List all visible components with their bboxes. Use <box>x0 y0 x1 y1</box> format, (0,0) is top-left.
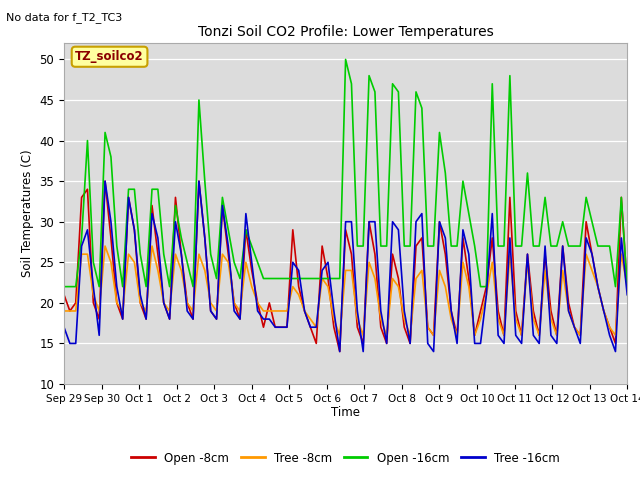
X-axis label: Time: Time <box>331 407 360 420</box>
Legend: Open -8cm, Tree -8cm, Open -16cm, Tree -16cm: Open -8cm, Tree -8cm, Open -16cm, Tree -… <box>127 447 564 469</box>
Text: No data for f_T2_TC3: No data for f_T2_TC3 <box>6 12 123 23</box>
Text: TZ_soilco2: TZ_soilco2 <box>76 50 144 63</box>
Title: Tonzi Soil CO2 Profile: Lower Temperatures: Tonzi Soil CO2 Profile: Lower Temperatur… <box>198 25 493 39</box>
Y-axis label: Soil Temperatures (C): Soil Temperatures (C) <box>21 150 34 277</box>
